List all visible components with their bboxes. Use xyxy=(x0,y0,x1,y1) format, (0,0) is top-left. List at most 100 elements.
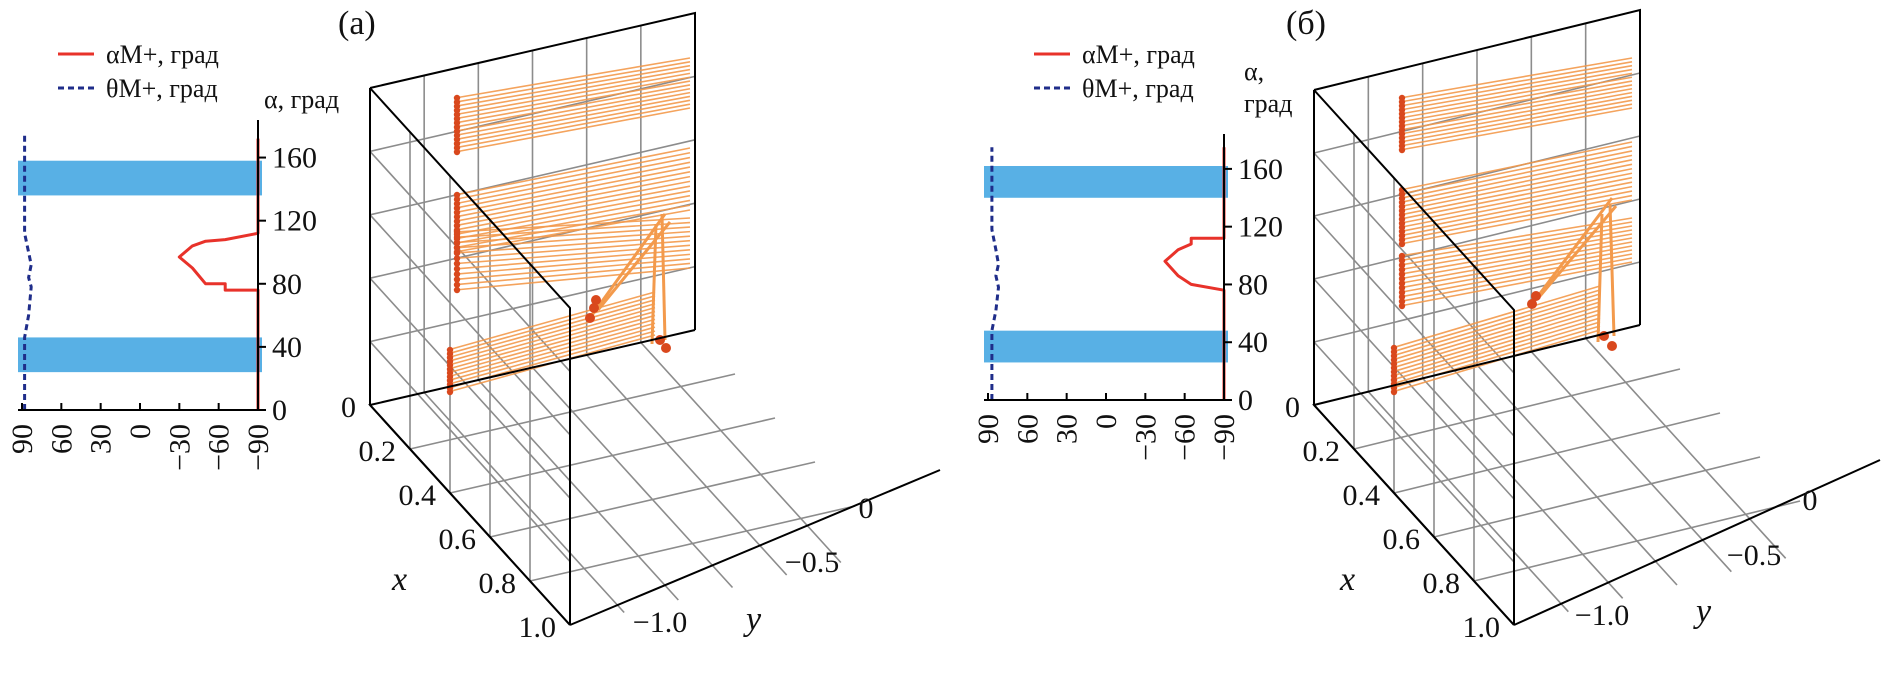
box-edge xyxy=(1313,8,1641,325)
trajectory-strand xyxy=(454,151,691,201)
trajectory-strand xyxy=(454,253,691,275)
angle-tick-label: −30 xyxy=(1129,414,1162,461)
trajectory-strand xyxy=(447,299,656,359)
y-axis-title: y xyxy=(1693,593,1712,630)
trajectory-strand xyxy=(447,291,656,351)
y-tick-label: −1.0 xyxy=(1575,599,1629,632)
trajectory-strand xyxy=(1399,141,1633,191)
y-axis-line xyxy=(1513,459,1881,626)
alpha-tick-label: 120 xyxy=(272,205,317,238)
trajectory-diagonal xyxy=(1596,213,1604,343)
trajectory-strand xyxy=(1399,91,1633,135)
trajectory-diagonal xyxy=(660,213,667,341)
trajectory-strand xyxy=(454,61,691,103)
trajectory-point xyxy=(453,191,461,199)
trajectory-point xyxy=(453,196,461,203)
trajectory-strand xyxy=(1399,68,1633,111)
grid-line xyxy=(640,341,842,564)
trajectory-strand xyxy=(1399,221,1633,262)
x-tick-label: 0.2 xyxy=(1303,435,1341,468)
trajectory-strand xyxy=(1399,64,1633,107)
y-tick-label: −1.0 xyxy=(633,606,687,639)
trajectory-strand xyxy=(447,322,656,382)
grid-line xyxy=(1476,364,1678,586)
alpha-tick-label: 160 xyxy=(1238,153,1283,186)
trajectory-point xyxy=(1398,266,1406,273)
alpha-tick-label: 0 xyxy=(1238,384,1253,417)
alpha-tick-label: 120 xyxy=(1238,211,1283,244)
x-tick-label: 0.2 xyxy=(359,435,397,468)
trajectory-strand xyxy=(1399,76,1633,119)
trajectory-strand xyxy=(454,217,691,233)
trajectory-strand xyxy=(447,302,656,363)
trajectory-strand xyxy=(1399,99,1633,143)
x-tick-label: 1.0 xyxy=(1463,611,1501,644)
trajectory-point xyxy=(453,200,461,207)
grid-line xyxy=(1313,261,1641,343)
trajectory-strand xyxy=(1399,185,1633,233)
angle-tick-label: 0 xyxy=(124,424,157,439)
angle-tick-label: 30 xyxy=(85,424,118,454)
angle-tick-label: −60 xyxy=(203,424,236,471)
trajectory-strand xyxy=(1399,245,1633,289)
trajectory-diagonal xyxy=(650,223,658,345)
trajectory-strand xyxy=(1391,309,1601,373)
x-axis-line xyxy=(369,404,571,626)
trajectory-point xyxy=(1527,299,1537,309)
trajectory-strand xyxy=(1399,181,1633,229)
grid-line xyxy=(369,202,696,279)
box-edge xyxy=(369,87,571,625)
series-theta-line xyxy=(990,147,1000,400)
legend-label-alpha: αM+, град xyxy=(1082,40,1195,69)
trajectory-point xyxy=(453,239,461,246)
x-tick-label: 0 xyxy=(1285,391,1300,424)
x-tick-label: 0.4 xyxy=(1343,479,1381,512)
trajectory-strand xyxy=(1399,257,1633,303)
trajectory-strand xyxy=(1391,313,1601,377)
x-axis-line xyxy=(1313,404,1515,626)
alpha-tick-label: 80 xyxy=(272,268,302,301)
trajectory-diagonal xyxy=(588,213,667,319)
trajectory-strand xyxy=(1391,297,1601,361)
grid-line xyxy=(477,379,679,601)
box-edge xyxy=(369,11,696,330)
angle-tick-label: −90 xyxy=(242,424,275,471)
y-axis-line xyxy=(569,469,941,626)
trajectory-point xyxy=(1398,240,1406,248)
panel-label: (а) xyxy=(338,5,376,42)
trajectory-strand xyxy=(454,57,691,99)
trajectory-point xyxy=(453,260,461,267)
angle-tick-label: −60 xyxy=(1169,414,1202,461)
trajectory-point xyxy=(585,313,595,323)
trajectory-strand xyxy=(454,244,691,265)
trajectory-strand xyxy=(1399,87,1633,131)
trajectory-point xyxy=(1398,275,1406,282)
trajectory-point xyxy=(453,265,461,273)
trajectory-strand xyxy=(454,84,691,128)
angle-tick-label: 90 xyxy=(6,424,39,454)
trajectory-strand xyxy=(454,175,691,223)
box-edge xyxy=(1313,89,1515,625)
trajectory-strand xyxy=(1399,159,1633,208)
grid-line xyxy=(531,366,734,589)
trajectory-strand xyxy=(454,226,691,244)
angle-tick-label: −90 xyxy=(1208,414,1241,461)
trajectory-strand xyxy=(447,314,656,374)
band-0 xyxy=(18,337,262,373)
trajectory-strand xyxy=(454,80,691,124)
trajectory-diagonal xyxy=(1530,197,1614,305)
grid-line xyxy=(1585,337,1787,559)
x-tick-label: 0.4 xyxy=(399,479,437,512)
band-1 xyxy=(984,166,1228,198)
trajectory-point xyxy=(1398,302,1406,310)
trajectory-strand xyxy=(1399,237,1633,280)
trajectory-band-1 xyxy=(1398,141,1633,248)
trajectory-point xyxy=(453,204,461,212)
trajectory-point xyxy=(1607,341,1617,351)
alpha-tick-label: 40 xyxy=(1238,326,1268,359)
trajectory-strand xyxy=(1391,305,1601,369)
trajectory-strand xyxy=(1399,241,1633,285)
alpha-axis-title: α, град xyxy=(264,85,339,114)
trajectory-band-3 xyxy=(1390,285,1601,396)
trajectory-strand xyxy=(447,326,656,386)
